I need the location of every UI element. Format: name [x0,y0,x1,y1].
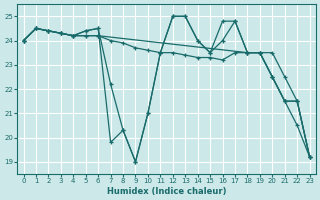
X-axis label: Humidex (Indice chaleur): Humidex (Indice chaleur) [107,187,226,196]
